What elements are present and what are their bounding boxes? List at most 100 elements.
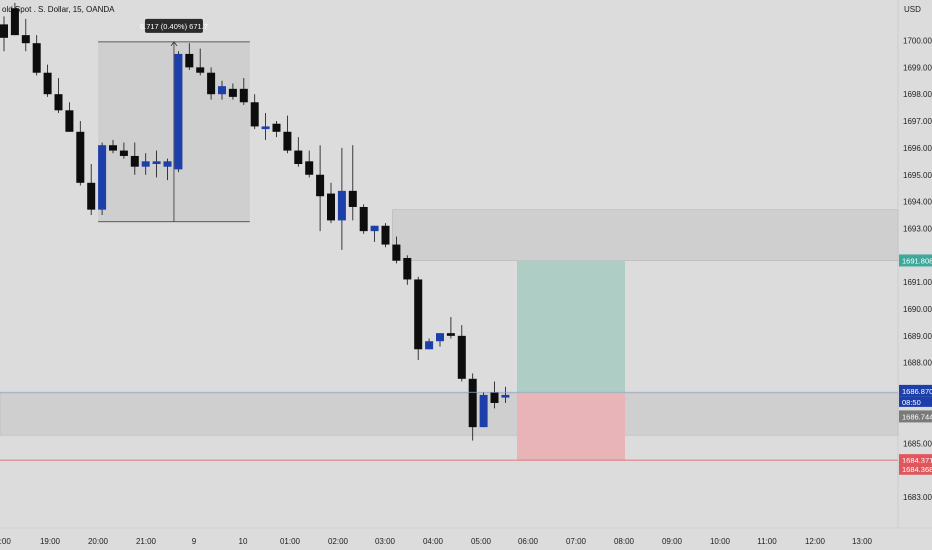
y-tick-label: 1689.000 bbox=[903, 332, 932, 341]
supply-zone bbox=[392, 209, 899, 261]
y-tick-label: 1697.000 bbox=[903, 117, 932, 126]
candle-body bbox=[425, 341, 434, 350]
candle-body bbox=[43, 72, 52, 95]
candle-body bbox=[54, 94, 63, 111]
x-tick-label: 02:00 bbox=[328, 537, 349, 546]
candle-body bbox=[87, 182, 96, 210]
candle-body bbox=[174, 53, 183, 170]
candle-body bbox=[370, 225, 379, 232]
candle-body bbox=[272, 123, 281, 132]
candle-body bbox=[109, 145, 117, 151]
y-tick-label: 1695.000 bbox=[903, 171, 932, 180]
measure-label: 6.717 (0.40%) 671.7 bbox=[140, 22, 208, 31]
x-tick-label: 13:00 bbox=[852, 537, 873, 546]
y-tick-label: 1683.000 bbox=[903, 493, 932, 502]
candle-body bbox=[152, 161, 161, 165]
candle-body bbox=[119, 150, 128, 156]
y-tick-label: 1688.000 bbox=[903, 359, 932, 368]
x-tick-label: 10 bbox=[239, 537, 248, 546]
candle-body bbox=[283, 131, 292, 151]
y-tick-label: 1700.000 bbox=[903, 37, 932, 46]
x-tick-label: 11:00 bbox=[757, 537, 777, 546]
x-tick-label: 03:00 bbox=[375, 537, 396, 546]
x-tick-label: 21:00 bbox=[136, 537, 157, 546]
candle-body bbox=[446, 333, 455, 336]
price-label: 1686.870 bbox=[902, 387, 932, 396]
candle-body bbox=[337, 190, 346, 221]
candle-body bbox=[130, 155, 139, 167]
x-tick-label: 08:00 bbox=[614, 537, 635, 546]
candle-body bbox=[294, 150, 303, 165]
demand-zone bbox=[0, 392, 899, 436]
candle-body bbox=[501, 394, 510, 398]
price-label-box bbox=[899, 254, 932, 267]
candle-body bbox=[239, 88, 248, 103]
price-label: 1686.744 bbox=[902, 412, 932, 421]
candle-body bbox=[479, 394, 488, 428]
x-tick-label: 05:00 bbox=[471, 537, 492, 546]
candle-body bbox=[32, 43, 41, 73]
y-tick-label: 1699.000 bbox=[903, 63, 932, 72]
price-label-box bbox=[899, 462, 932, 475]
candle-body bbox=[359, 206, 368, 232]
y-tick-label: 1694.000 bbox=[903, 198, 932, 207]
chart-title: old Spot . S. Dollar, 15, OANDA bbox=[2, 5, 115, 14]
candle-body bbox=[250, 102, 259, 127]
candle-body bbox=[185, 53, 194, 68]
candle-body bbox=[163, 161, 172, 167]
candle-body bbox=[403, 257, 412, 280]
candle-body bbox=[141, 161, 150, 167]
currency-label: USD bbox=[904, 5, 921, 14]
x-tick-label: 01:00 bbox=[280, 537, 301, 546]
y-tick-label: 1685.000 bbox=[903, 439, 932, 448]
y-tick-label: 1690.000 bbox=[903, 305, 932, 314]
y-tick-label: 1693.000 bbox=[903, 224, 932, 233]
candle-body bbox=[348, 190, 357, 207]
countdown-box bbox=[899, 396, 932, 407]
x-tick-label: 10:00 bbox=[710, 537, 731, 546]
candle-body bbox=[196, 67, 205, 73]
candle-body bbox=[392, 244, 401, 261]
candle-body bbox=[305, 161, 314, 175]
candle-body bbox=[490, 392, 499, 403]
x-tick-label: 8:00 bbox=[0, 537, 11, 546]
x-tick-label: 09:00 bbox=[662, 537, 683, 546]
candle-body bbox=[218, 86, 226, 95]
x-tick-label: 9 bbox=[192, 537, 197, 546]
y-tick-label: 1696.000 bbox=[903, 144, 932, 153]
y-tick-label: 1698.000 bbox=[903, 90, 932, 99]
price-label-box bbox=[899, 384, 932, 397]
candle-body bbox=[327, 193, 335, 221]
price-label: 1691.808 bbox=[902, 256, 932, 265]
x-tick-label: 07:00 bbox=[566, 537, 587, 546]
candle-body bbox=[65, 110, 74, 132]
x-tick-label: 06:00 bbox=[518, 537, 539, 546]
x-tick-label: 12:00 bbox=[805, 537, 826, 546]
candle-body bbox=[381, 225, 390, 245]
stop-zone bbox=[517, 393, 625, 461]
countdown-label: 08:50 bbox=[902, 398, 921, 407]
target-zone bbox=[517, 260, 625, 394]
price-label-box bbox=[899, 410, 932, 423]
candle-body bbox=[0, 24, 8, 38]
measure-arrow-head bbox=[170, 41, 178, 47]
candle-body bbox=[76, 131, 85, 183]
candle-body bbox=[316, 174, 325, 197]
candle-body bbox=[261, 126, 270, 130]
candle-body bbox=[21, 35, 30, 44]
candle-body bbox=[414, 279, 423, 350]
candle-body bbox=[457, 335, 466, 379]
candle-body bbox=[98, 145, 107, 210]
candle-body bbox=[436, 333, 444, 342]
candle-body bbox=[10, 8, 19, 36]
measure-label-box bbox=[144, 18, 203, 33]
candle-body bbox=[468, 378, 477, 428]
x-tick-label: 20:00 bbox=[88, 537, 109, 546]
candle-body bbox=[228, 88, 237, 97]
candle-body bbox=[207, 72, 216, 95]
y-tick-label: 1691.000 bbox=[903, 278, 932, 287]
x-tick-label: 04:00 bbox=[423, 537, 444, 546]
x-tick-label: 19:00 bbox=[40, 537, 61, 546]
